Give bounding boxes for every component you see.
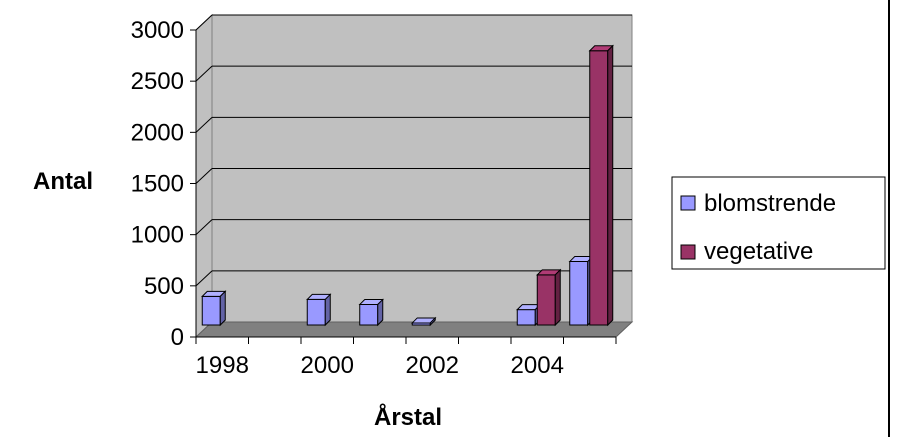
- y-tick-label: 2500: [131, 68, 184, 95]
- legend-label-vegetative: vegetative: [704, 238, 813, 265]
- y-ticks: 0 500 1000 1500 2000 2500 3000: [131, 17, 196, 351]
- bars: [201, 44, 614, 327]
- bar-blomstrende: [411, 316, 437, 327]
- grid-lines: [195, 14, 632, 287]
- legend-swatch-blomstrende: [680, 195, 696, 211]
- bar-blomstrende: [306, 293, 332, 327]
- bar-blomstrende: [358, 298, 384, 327]
- bar-vegetative: [536, 268, 562, 327]
- legend-swatch-vegetative: [680, 244, 696, 260]
- legend-label-blomstrende: blomstrende: [704, 190, 836, 217]
- x-tick-label: 2004: [511, 352, 564, 379]
- y-tick-label: 1500: [131, 171, 184, 198]
- gridline-side: [195, 219, 213, 236]
- legend: blomstrende vegetative: [671, 176, 886, 270]
- gridline-side: [195, 270, 213, 287]
- x-tick-label: 2002: [406, 352, 459, 379]
- y-tick-label: 1000: [131, 222, 184, 249]
- y-tick-label: 0: [171, 324, 184, 351]
- gridline-side: [195, 14, 213, 31]
- y-tick-label: 500: [144, 273, 184, 300]
- bar-vegetative: [588, 44, 614, 327]
- x-tick-label: 2000: [301, 352, 354, 379]
- x-tick-label: 1998: [196, 352, 249, 379]
- x-axis-title: Årstal: [374, 403, 442, 431]
- bar-blomstrende: [201, 290, 227, 327]
- gridline-side: [195, 65, 213, 82]
- y-tick-label: 2000: [131, 119, 184, 146]
- y-axis-title: Antal: [33, 168, 93, 195]
- y-tick-label: 3000: [131, 17, 184, 44]
- gridline-side: [195, 116, 213, 133]
- gridline-side: [195, 168, 213, 184]
- x-ticks: 1998 2000 2002 2004: [195, 337, 617, 379]
- legend-box: [671, 176, 886, 270]
